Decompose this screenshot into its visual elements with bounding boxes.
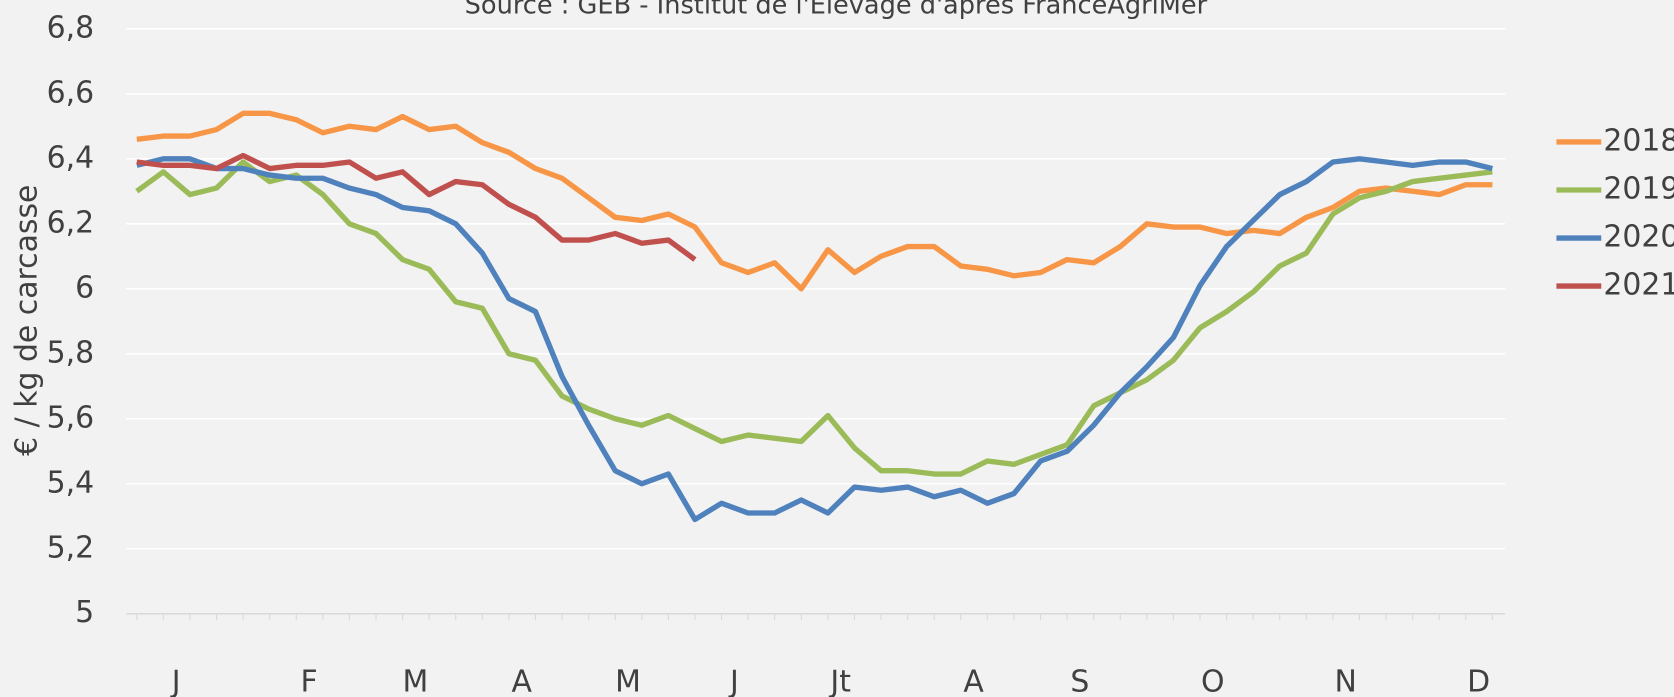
legend-label: 2020 bbox=[1603, 220, 1674, 255]
y-tick-label: 5 bbox=[75, 595, 94, 630]
series-line bbox=[135, 159, 1493, 477]
legend-label: 2019 bbox=[1603, 171, 1674, 206]
x-tick-label: D bbox=[1467, 665, 1490, 697]
y-tick-label: 6,8 bbox=[47, 10, 95, 45]
x-tick-label: A bbox=[512, 665, 533, 697]
x-tick-label: Jt bbox=[828, 665, 851, 697]
x-tick-label: F bbox=[300, 665, 317, 697]
x-tick-label: J bbox=[170, 665, 181, 697]
y-axis-label: € / kg de carcasse bbox=[9, 185, 44, 456]
x-tick-label: N bbox=[1335, 665, 1357, 697]
y-tick-label: 6,6 bbox=[47, 75, 95, 110]
x-tick-label: O bbox=[1201, 665, 1225, 697]
series-line bbox=[136, 156, 1494, 523]
chart-title: Source : GEB - Institut de l'Elevage d'a… bbox=[465, 0, 1208, 20]
y-tick-label: 6,4 bbox=[47, 140, 95, 175]
y-tick-label: 5,6 bbox=[47, 400, 95, 435]
x-tick-label: M bbox=[615, 665, 641, 697]
y-tick-label: 6 bbox=[75, 270, 94, 305]
legend-label: 2018 bbox=[1603, 123, 1674, 158]
y-tick-label: 5,2 bbox=[47, 530, 95, 565]
y-tick-label: 6,2 bbox=[47, 205, 95, 240]
legend-label: 2021 bbox=[1603, 268, 1674, 303]
x-tick-label: A bbox=[963, 665, 984, 697]
x-tick-label: M bbox=[403, 665, 429, 697]
series-line bbox=[136, 110, 1493, 292]
x-tick-label: J bbox=[728, 665, 739, 697]
y-tick-label: 5,8 bbox=[47, 335, 95, 370]
y-tick-label: 5,4 bbox=[47, 465, 95, 500]
series-line bbox=[136, 152, 697, 262]
x-tick-label: S bbox=[1070, 665, 1089, 697]
